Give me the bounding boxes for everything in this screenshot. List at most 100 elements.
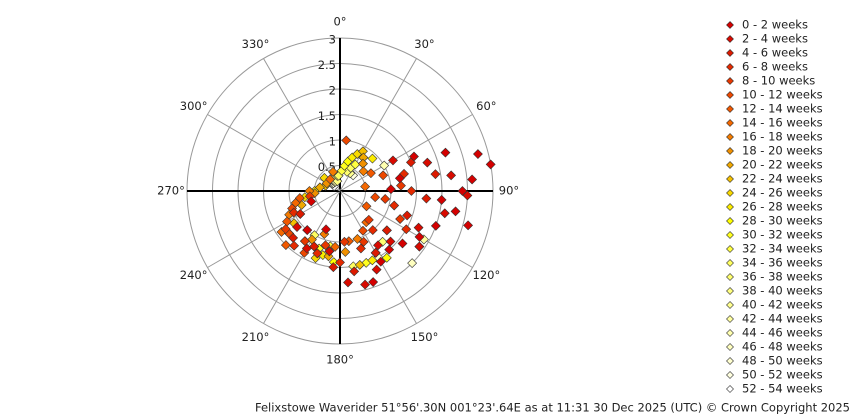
spoke: [207, 190, 341, 268]
legend-label: 10 - 12 weeks: [742, 88, 823, 102]
legend-label: 24 - 26 weeks: [742, 186, 823, 200]
point: [288, 232, 299, 243]
point: [314, 182, 325, 193]
r-tick-label: 2.5: [318, 58, 336, 72]
spoke: [339, 114, 473, 192]
theta-tick-label: 270°: [157, 184, 185, 198]
grid: [186, 37, 494, 345]
point: [463, 220, 474, 231]
point: [363, 214, 374, 225]
point: [367, 225, 378, 235]
point: [328, 262, 339, 273]
footer: Felixstowe Waverider 51°56'.30N 001°23'.…: [255, 401, 850, 415]
point: [430, 169, 441, 180]
legend-label: 8 - 10 weeks: [742, 74, 815, 88]
point: [389, 200, 400, 211]
legend-marker: [726, 189, 734, 197]
point: [368, 277, 379, 287]
point: [350, 159, 361, 170]
point: [294, 193, 305, 204]
legend-label: 50 - 52 weeks: [742, 368, 823, 382]
point: [330, 241, 341, 252]
legend-label: 28 - 30 weeks: [742, 214, 823, 228]
legend-marker: [726, 357, 734, 365]
point: [381, 225, 392, 236]
legend-marker: [726, 259, 734, 267]
point: [367, 255, 378, 266]
legend-label: 30 - 32 weeks: [742, 228, 823, 242]
point: [406, 186, 417, 196]
theta-tick-label: 240°: [180, 268, 208, 282]
point: [292, 222, 302, 232]
point: [457, 186, 468, 196]
points: [276, 135, 496, 290]
legend-marker: [726, 105, 734, 113]
point: [325, 174, 336, 185]
theta-tick-label: 120°: [473, 268, 501, 282]
point: [360, 279, 371, 290]
point: [358, 158, 368, 169]
legend-marker: [726, 315, 734, 323]
theta-tick-label: 30°: [414, 37, 434, 51]
point: [401, 224, 412, 235]
legend-label: 52 - 54 weeks: [742, 382, 823, 396]
legend-marker: [726, 231, 734, 239]
point: [335, 257, 345, 268]
legend-label: 12 - 14 weeks: [742, 102, 823, 116]
legend-marker: [726, 329, 734, 337]
legend-label: 48 - 50 weeks: [742, 354, 823, 368]
legend-label: 0 - 2 weeks: [742, 18, 808, 32]
theta-tick-label: 210°: [242, 330, 270, 344]
legend-marker: [726, 245, 734, 253]
legend-label: 22 - 24 weeks: [742, 172, 823, 186]
legend-label: 32 - 34 weeks: [742, 242, 823, 256]
point: [395, 214, 406, 224]
legend-label: 40 - 42 weeks: [742, 298, 823, 312]
r-tick-label: 2: [329, 84, 336, 98]
point: [422, 157, 433, 168]
point: [312, 248, 323, 259]
point: [309, 241, 320, 252]
point: [375, 256, 386, 267]
point: [370, 247, 381, 258]
point: [358, 236, 369, 247]
point: [321, 224, 331, 235]
legend-marker: [726, 343, 734, 351]
legend-label: 6 - 8 weeks: [742, 60, 808, 74]
point: [485, 159, 496, 170]
legend-label: 26 - 28 weeks: [742, 200, 823, 214]
legend-label: 18 - 20 weeks: [742, 144, 823, 158]
point: [320, 240, 331, 251]
point: [380, 194, 391, 204]
theta-tick-label: 0°: [333, 15, 346, 29]
point: [467, 174, 478, 185]
point: [358, 166, 369, 177]
legend-marker: [726, 119, 734, 127]
point: [373, 240, 383, 251]
theta-tick-label: 150°: [411, 330, 439, 344]
legend-marker: [726, 273, 734, 281]
point: [288, 207, 299, 218]
legend-label: 16 - 18 weeks: [742, 130, 823, 144]
legend-marker: [726, 175, 734, 183]
point: [370, 192, 381, 203]
point: [328, 166, 338, 177]
point: [397, 238, 408, 249]
legend-label: 46 - 48 weeks: [742, 340, 823, 354]
r-tick-label: 1.5: [318, 109, 336, 123]
point: [280, 240, 291, 251]
point: [379, 160, 390, 171]
theta-tick-label: 330°: [242, 37, 270, 51]
point: [361, 201, 372, 212]
point: [384, 244, 395, 255]
legend-marker: [726, 63, 734, 71]
point: [302, 225, 313, 235]
point: [378, 170, 389, 181]
point: [358, 225, 368, 236]
spoke: [207, 114, 341, 192]
legend-label: 20 - 22 weeks: [742, 158, 823, 172]
theta-tick-label: 90°: [499, 184, 519, 198]
point: [356, 243, 366, 254]
theta-tick-label: 300°: [180, 99, 208, 113]
